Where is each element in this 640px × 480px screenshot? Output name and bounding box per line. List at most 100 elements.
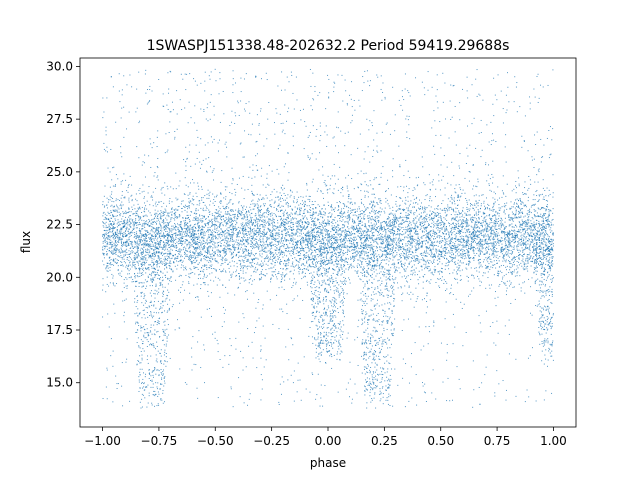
scatter-point bbox=[530, 256, 532, 258]
scatter-point bbox=[498, 197, 500, 199]
scatter-point bbox=[349, 201, 351, 203]
scatter-point bbox=[114, 248, 116, 250]
scatter-point bbox=[493, 223, 495, 225]
scatter-point bbox=[382, 242, 384, 244]
scatter-point bbox=[417, 237, 419, 239]
scatter-point bbox=[152, 261, 154, 263]
scatter-point bbox=[385, 197, 387, 199]
scatter-point bbox=[487, 226, 489, 228]
scatter-point bbox=[371, 244, 373, 246]
scatter-point bbox=[145, 235, 147, 237]
scatter-point bbox=[156, 217, 158, 219]
scatter-point bbox=[214, 224, 216, 226]
scatter-point bbox=[107, 232, 109, 234]
scatter-point bbox=[464, 239, 466, 241]
scatter-point bbox=[192, 240, 194, 242]
scatter-point bbox=[321, 254, 323, 256]
scatter-point bbox=[542, 216, 544, 218]
scatter-point bbox=[141, 225, 143, 227]
scatter-point bbox=[410, 257, 412, 259]
scatter-point bbox=[536, 212, 538, 214]
scatter-point bbox=[297, 227, 299, 229]
scatter-point bbox=[409, 237, 411, 239]
scatter-point bbox=[427, 247, 429, 249]
scatter-point bbox=[293, 269, 295, 271]
scatter-point bbox=[296, 231, 298, 233]
scatter-point bbox=[160, 226, 162, 228]
scatter-point bbox=[439, 261, 441, 263]
scatter-point bbox=[521, 223, 523, 225]
scatter-point bbox=[167, 262, 169, 264]
scatter-point bbox=[233, 245, 235, 247]
scatter-point bbox=[369, 236, 371, 238]
scatter-point bbox=[522, 202, 524, 204]
scatter-point bbox=[257, 232, 259, 234]
scatter-point bbox=[205, 218, 207, 220]
scatter-point bbox=[293, 247, 295, 249]
scatter-point bbox=[148, 221, 150, 223]
scatter-point bbox=[392, 232, 394, 234]
scatter-point bbox=[378, 210, 380, 212]
scatter-point bbox=[271, 222, 273, 224]
scatter-point bbox=[144, 254, 146, 256]
scatter-point bbox=[468, 248, 470, 250]
scatter-point bbox=[177, 237, 179, 239]
scatter-point bbox=[361, 224, 363, 226]
scatter-point bbox=[188, 201, 190, 203]
scatter-point bbox=[264, 220, 266, 222]
scatter-point bbox=[544, 268, 546, 270]
scatter-point bbox=[267, 264, 269, 266]
scatter-point bbox=[398, 230, 400, 232]
scatter-point bbox=[534, 229, 536, 231]
scatter-point bbox=[452, 253, 454, 255]
scatter-point bbox=[492, 176, 494, 178]
scatter-point bbox=[504, 217, 506, 219]
scatter-point bbox=[105, 267, 107, 269]
scatter-point bbox=[507, 231, 509, 233]
scatter-point bbox=[214, 219, 216, 221]
scatter-point bbox=[384, 259, 386, 261]
scatter-point bbox=[243, 243, 245, 245]
scatter-point bbox=[242, 239, 244, 241]
scatter-point bbox=[306, 217, 308, 219]
scatter-point bbox=[412, 206, 414, 208]
scatter-point bbox=[117, 221, 119, 223]
scatter-point bbox=[281, 277, 283, 279]
scatter-point bbox=[168, 262, 170, 264]
scatter-point bbox=[441, 252, 443, 254]
scatter-point bbox=[193, 235, 195, 237]
scatter-point bbox=[299, 209, 301, 211]
scatter-point bbox=[330, 255, 332, 257]
scatter-point bbox=[366, 228, 368, 230]
scatter-point bbox=[430, 252, 432, 254]
scatter-point bbox=[404, 265, 406, 267]
scatter-point bbox=[382, 247, 384, 249]
scatter-point bbox=[342, 219, 344, 221]
scatter-point bbox=[525, 266, 527, 268]
scatter-point bbox=[118, 251, 120, 253]
scatter-point bbox=[116, 231, 118, 233]
scatter-point bbox=[248, 265, 250, 267]
scatter-point bbox=[117, 241, 119, 243]
scatter-point bbox=[213, 215, 215, 217]
scatter-point bbox=[386, 218, 388, 220]
scatter-point bbox=[418, 243, 420, 245]
scatter-point bbox=[200, 288, 202, 290]
scatter-point bbox=[379, 239, 381, 241]
scatter-point bbox=[246, 217, 248, 219]
scatter-point bbox=[154, 261, 156, 263]
scatter-point bbox=[420, 227, 422, 229]
scatter-point bbox=[519, 242, 521, 244]
scatter-point bbox=[306, 281, 308, 283]
scatter-point bbox=[170, 252, 172, 254]
scatter-point bbox=[341, 260, 343, 262]
scatter-point bbox=[132, 221, 134, 223]
scatter-point bbox=[465, 223, 467, 225]
scatter-point bbox=[340, 192, 342, 194]
scatter-point bbox=[159, 236, 161, 238]
scatter-point bbox=[507, 233, 509, 235]
scatter-point bbox=[502, 250, 504, 252]
scatter-point bbox=[397, 245, 399, 247]
scatter-point bbox=[173, 213, 175, 215]
scatter-point bbox=[124, 196, 126, 198]
